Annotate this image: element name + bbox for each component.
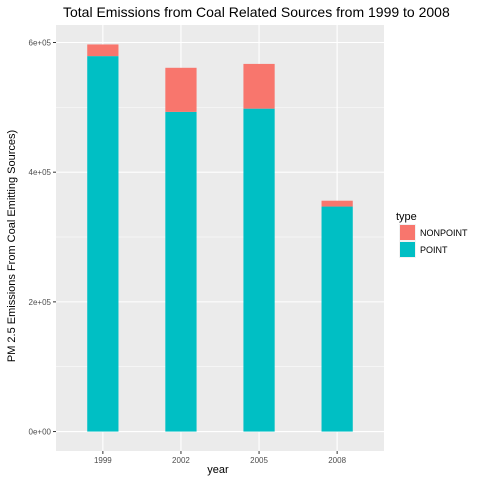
bar-nonpoint-2008 [322,201,353,207]
chart-title: Total Emissions from Coal Related Source… [63,4,450,20]
bar-point-1999 [87,56,118,431]
y-tick-label: 6e+05 [29,39,52,48]
legend-swatch-point [400,242,415,257]
legend-label-point: POINT [420,245,448,255]
legend-title: type [396,211,417,223]
bar-nonpoint-2005 [243,64,274,109]
y-axis-ticks: 0e+00 2e+05 4e+05 6e+05 [29,39,56,437]
bar-point-2008 [322,207,353,432]
bar-point-2002 [165,112,196,432]
y-tick-label: 4e+05 [29,168,52,177]
x-tick-label: 1999 [94,456,112,465]
legend-swatch-nonpoint [400,225,415,240]
bar-nonpoint-1999 [87,44,118,56]
x-tick-label: 2002 [172,456,190,465]
bar-nonpoint-2002 [165,68,196,112]
x-axis-label: year [207,464,229,476]
y-axis-label: PM 2.5 Emissions From Coal Emitting Sour… [6,130,18,362]
x-tick-label: 2005 [250,456,268,465]
legend-label-nonpoint: NONPOINT [420,228,468,238]
x-axis-ticks: 1999 2002 2005 2008 [94,451,347,465]
bar-point-2005 [243,109,274,432]
legend: type NONPOINT POINT [396,211,468,258]
y-tick-label: 0e+00 [29,428,52,437]
x-tick-label: 2008 [328,456,346,465]
y-tick-label: 2e+05 [29,298,52,307]
